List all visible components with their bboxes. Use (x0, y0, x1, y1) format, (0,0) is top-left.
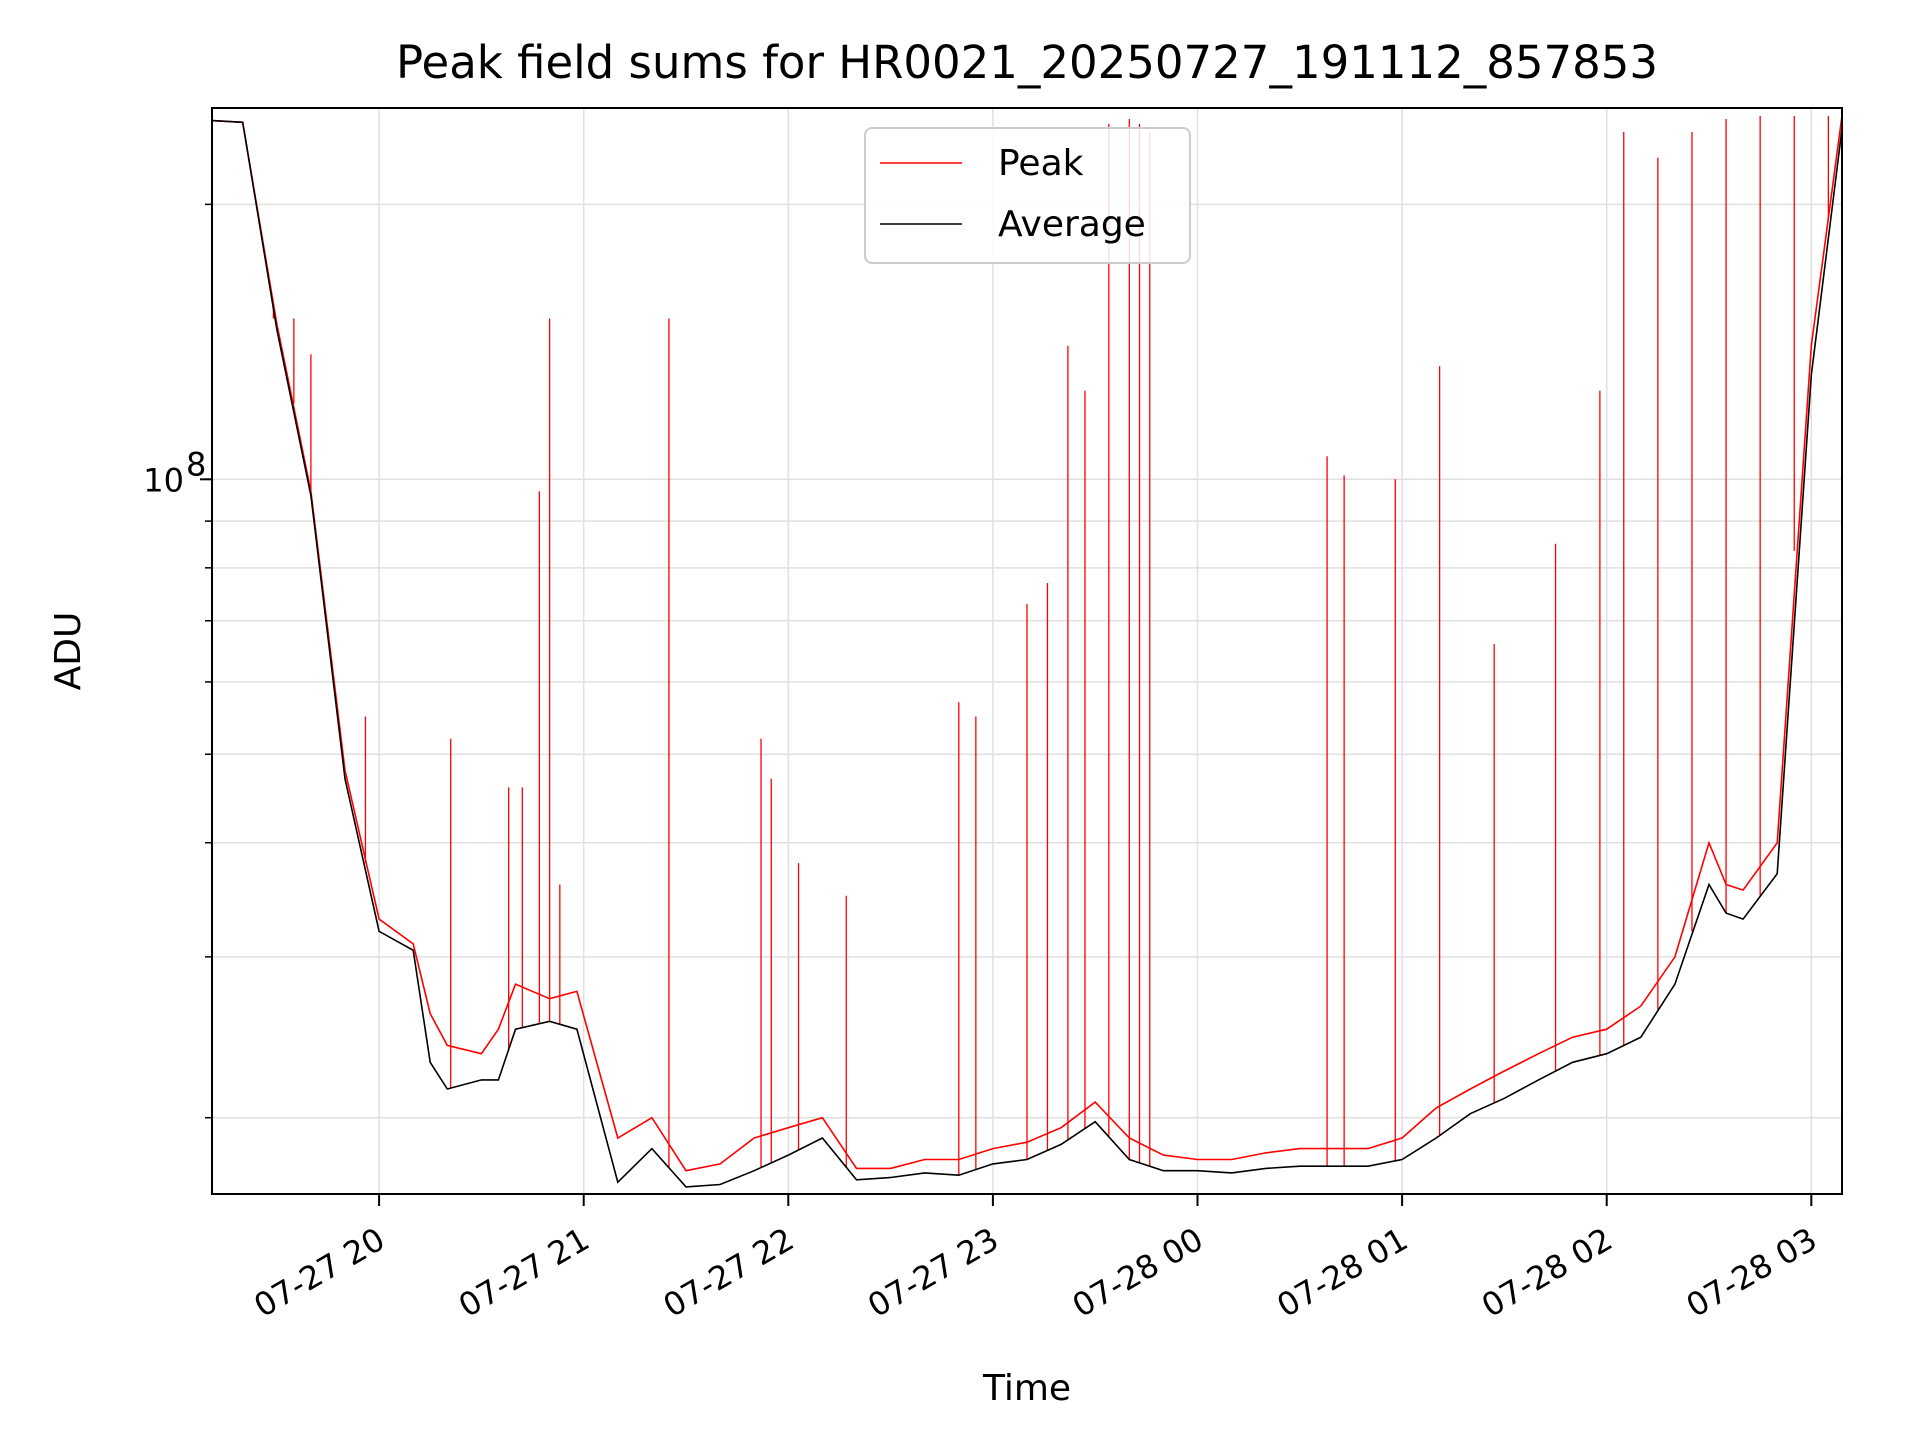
y-axis-label: ADU (48, 612, 89, 691)
legend: Peak Average (864, 127, 1191, 264)
y-tick-exponent: 8 (186, 445, 206, 483)
legend-peak-label: Peak (998, 143, 1084, 184)
chart-title: Peak field sums for HR0021_20250727_1911… (396, 36, 1658, 89)
legend-box (864, 127, 1191, 264)
x-axis-label: Time (982, 1368, 1071, 1409)
legend-average-label: Average (998, 204, 1146, 245)
plot-area (211, 115, 1843, 1188)
average-series-line (211, 119, 1843, 1188)
y-axis-ticks: 10 8 (143, 203, 212, 1119)
y-tick-label: 10 (143, 461, 184, 499)
peak-series-line (211, 115, 1843, 1172)
plot-frame (211, 107, 1843, 1195)
